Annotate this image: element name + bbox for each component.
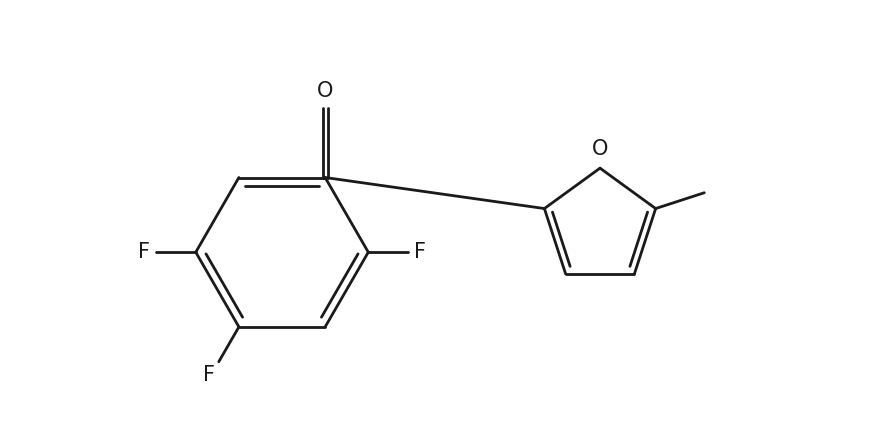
Text: O: O bbox=[317, 81, 333, 101]
Text: O: O bbox=[592, 139, 608, 159]
Text: F: F bbox=[203, 365, 215, 385]
Text: F: F bbox=[413, 242, 426, 262]
Text: F: F bbox=[138, 242, 150, 262]
